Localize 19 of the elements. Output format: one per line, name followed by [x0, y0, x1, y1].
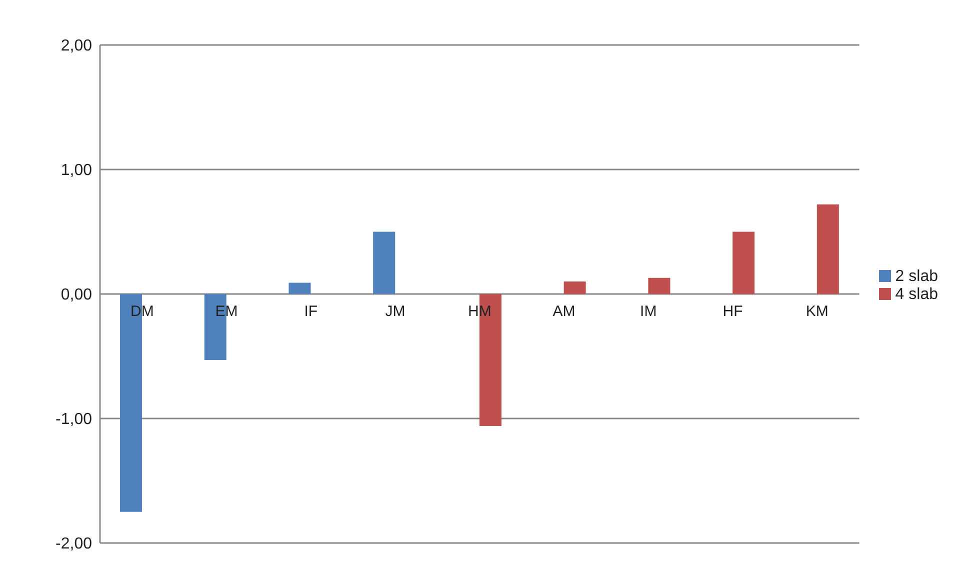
bar: [648, 278, 670, 294]
legend-label: 2 slab: [895, 268, 938, 284]
bar: [373, 232, 396, 294]
x-tick-label: IF: [304, 303, 318, 320]
bar: [288, 282, 311, 294]
y-tick-label: 1,00: [60, 162, 92, 180]
x-tick-label: IM: [640, 303, 657, 320]
y-tick-label: -2,00: [56, 536, 92, 553]
bar: [816, 204, 839, 294]
y-tick-label: 2,00: [60, 38, 92, 55]
legend-label: 4 slab: [895, 286, 938, 302]
bar: [732, 232, 755, 294]
x-tick-label: JM: [385, 303, 406, 320]
y-tick-label: 0,00: [60, 286, 92, 304]
x-tick-label: HF: [722, 303, 743, 320]
y-tick-label: -1,00: [56, 411, 92, 428]
bar: [564, 282, 586, 294]
x-tick-label: AM: [552, 303, 576, 320]
x-tick-label: KM: [806, 303, 828, 320]
